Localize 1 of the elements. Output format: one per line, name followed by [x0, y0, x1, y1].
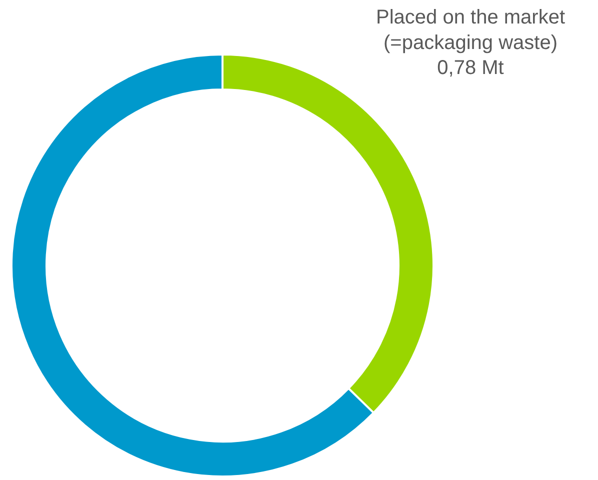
text: Placed on the market (=packaging waste) 0,78 Mt	[376, 6, 566, 80]
